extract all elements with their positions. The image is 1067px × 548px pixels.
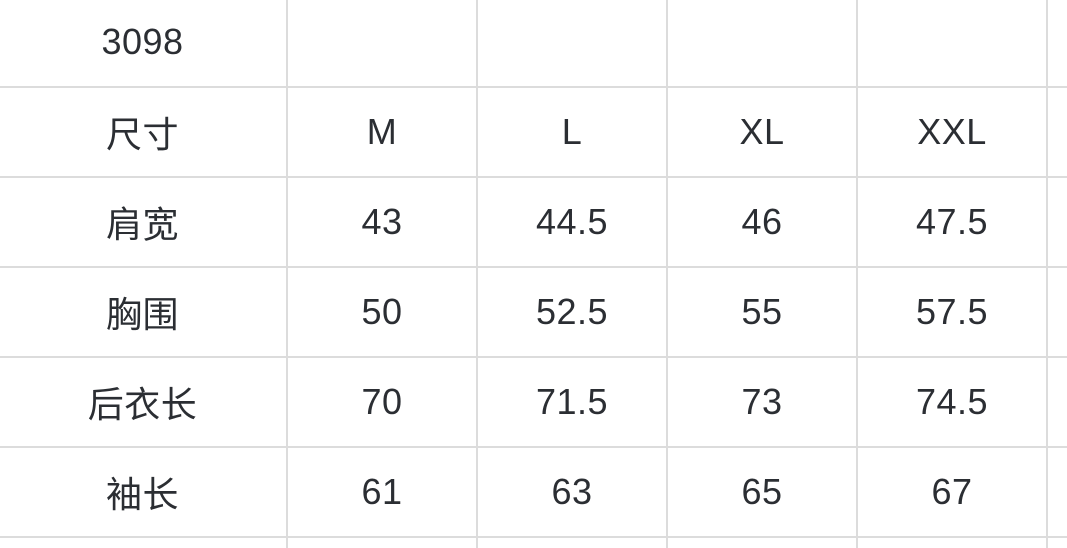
clipped-empty-cell [1046, 86, 1067, 178]
shoulder-width-row: 肩宽 43 44.5 46 47.5 [0, 176, 1067, 268]
size-xxl-cell: XXL [856, 86, 1048, 178]
sleeve-length-l-cell: 63 [476, 446, 668, 538]
sleeve-length-m-cell: 61 [286, 446, 478, 538]
size-xl-cell: XL [666, 86, 858, 178]
model-number-cell: 3098 [0, 0, 288, 88]
clipped-empty-cell [286, 536, 478, 548]
back-length-row: 后衣长 70 71.5 73 74.5 [0, 356, 1067, 448]
clipped-empty-cell [1046, 446, 1067, 538]
sleeve-length-xl-cell: 65 [666, 446, 858, 538]
sleeve-length-xxl-cell: 67 [856, 446, 1048, 538]
chest-xxl-cell: 57.5 [856, 266, 1048, 358]
sleeve-length-label-cell: 袖长 [0, 446, 288, 538]
shoulder-width-m-cell: 43 [286, 176, 478, 268]
clipped-empty-cell [1046, 176, 1067, 268]
empty-cell [856, 0, 1048, 88]
clipped-empty-cell [0, 536, 288, 548]
clipped-empty-cell [856, 536, 1048, 548]
shoulder-width-label-cell: 肩宽 [0, 176, 288, 268]
clipped-empty-cell [666, 536, 858, 548]
chest-row: 胸围 50 52.5 55 57.5 [0, 266, 1067, 358]
shoulder-width-l-cell: 44.5 [476, 176, 668, 268]
sleeve-length-row: 袖长 61 63 65 67 [0, 446, 1067, 538]
size-header-row: 尺寸 M L XL XXL [0, 86, 1067, 178]
shoulder-width-xxl-cell: 47.5 [856, 176, 1048, 268]
shoulder-width-xl-cell: 46 [666, 176, 858, 268]
size-m-cell: M [286, 86, 478, 178]
clipped-empty-cell [1046, 266, 1067, 358]
chest-m-cell: 50 [286, 266, 478, 358]
back-length-l-cell: 71.5 [476, 356, 668, 448]
empty-cell [666, 0, 858, 88]
back-length-label-cell: 后衣长 [0, 356, 288, 448]
clipped-empty-cell [1046, 536, 1067, 548]
back-length-m-cell: 70 [286, 356, 478, 448]
clipped-bottom-row [0, 536, 1067, 548]
chest-label-cell: 胸围 [0, 266, 288, 358]
back-length-xl-cell: 73 [666, 356, 858, 448]
empty-cell [286, 0, 478, 88]
chest-xl-cell: 55 [666, 266, 858, 358]
clipped-empty-cell [1046, 0, 1067, 88]
empty-cell [476, 0, 668, 88]
clipped-empty-cell [476, 536, 668, 548]
back-length-xxl-cell: 74.5 [856, 356, 1048, 448]
chest-l-cell: 52.5 [476, 266, 668, 358]
size-l-cell: L [476, 86, 668, 178]
size-label-cell: 尺寸 [0, 86, 288, 178]
model-number-row: 3098 [0, 0, 1067, 88]
clipped-empty-cell [1046, 356, 1067, 448]
